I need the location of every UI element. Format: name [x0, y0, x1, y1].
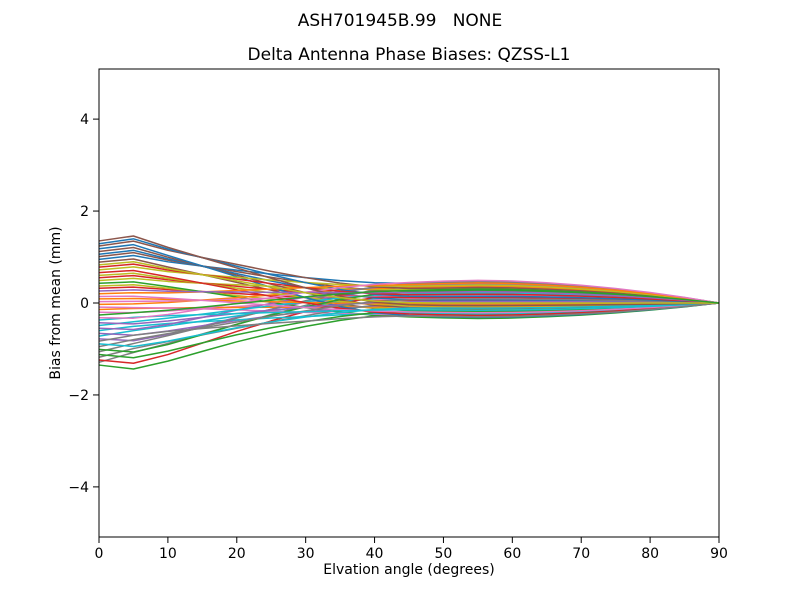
x-tick-label: 0 [95, 546, 104, 562]
x-tick-label: 20 [228, 546, 246, 562]
axes-title: Delta Antenna Phase Biases: QZSS-L1 [247, 45, 571, 65]
x-tick-label: 40 [366, 546, 384, 562]
phase-bias-line [98, 235, 720, 307]
x-tick-label: 90 [710, 546, 728, 562]
axes-spines [98, 68, 720, 538]
phase-bias-line [98, 269, 720, 317]
series-lines [98, 235, 720, 370]
y-tick-label: −2 [68, 388, 89, 404]
phase-bias-line [98, 302, 720, 342]
axis-ticks [93, 118, 720, 543]
phase-bias-line [98, 300, 720, 325]
x-tick-label: 10 [159, 546, 177, 562]
axis-tick-labels: 0 10 20 30 40 50 60 70 80 90 −4 −2 0 2 4 [68, 112, 728, 562]
y-tick-label: 0 [80, 296, 89, 312]
phase-bias-line [98, 279, 720, 319]
x-tick-label: 60 [503, 546, 521, 562]
phase-bias-line [98, 288, 720, 316]
x-tick-label: 50 [435, 546, 453, 562]
phase-bias-line [98, 302, 720, 321]
y-tick-label: 2 [80, 204, 89, 220]
phase-bias-line [98, 289, 720, 304]
figure-suptitle: ASH701945B.99 NONE [297, 11, 503, 31]
phase-bias-line [98, 302, 720, 348]
phase-bias-line [98, 295, 720, 314]
y-axis-label: Bias from mean (mm) [48, 226, 64, 380]
x-tick-label: 80 [641, 546, 659, 562]
y-tick-label: 4 [80, 112, 89, 128]
x-tick-label: 30 [297, 546, 315, 562]
y-tick-label: −4 [68, 480, 89, 496]
phase-bias-line [98, 261, 719, 304]
x-tick-label: 70 [572, 546, 590, 562]
x-axis-label: Elvation angle (degrees) [323, 562, 495, 578]
